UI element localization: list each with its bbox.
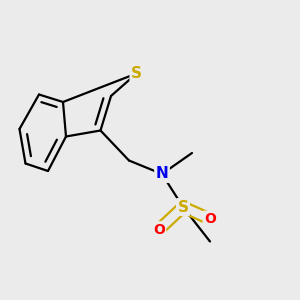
Text: S: S (178, 200, 188, 214)
Text: O: O (204, 212, 216, 226)
Text: O: O (153, 223, 165, 236)
Text: S: S (131, 66, 142, 81)
Text: N: N (156, 167, 168, 182)
